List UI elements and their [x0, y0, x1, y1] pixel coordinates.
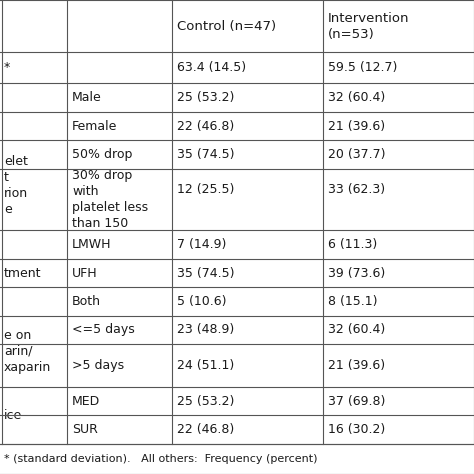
Text: elet
t
rion
e: elet t rion e: [4, 155, 28, 216]
Text: 12 (25.5): 12 (25.5): [177, 183, 234, 196]
Text: 6 (11.3): 6 (11.3): [328, 238, 377, 251]
Text: LMWH: LMWH: [72, 238, 111, 251]
Text: 5 (10.6): 5 (10.6): [177, 295, 227, 308]
Text: 59.5 (12.7): 59.5 (12.7): [328, 61, 397, 74]
Text: >5 days: >5 days: [72, 359, 124, 372]
Text: ice: ice: [4, 409, 22, 422]
Text: 7 (14.9): 7 (14.9): [177, 238, 227, 251]
Text: 32 (60.4): 32 (60.4): [328, 323, 385, 337]
Text: 37 (69.8): 37 (69.8): [328, 394, 385, 408]
Text: 22 (46.8): 22 (46.8): [177, 119, 234, 133]
Text: Female: Female: [72, 119, 118, 133]
Text: Control (n=47): Control (n=47): [177, 19, 276, 33]
Text: 32 (60.4): 32 (60.4): [328, 91, 385, 104]
Text: 23 (48.9): 23 (48.9): [177, 323, 234, 337]
Text: UFH: UFH: [72, 266, 98, 280]
Text: 35 (74.5): 35 (74.5): [177, 148, 235, 161]
Text: e on
arin/
xaparin: e on arin/ xaparin: [4, 329, 51, 374]
Text: 20 (37.7): 20 (37.7): [328, 148, 385, 161]
Text: tment: tment: [4, 266, 42, 280]
Text: Both: Both: [72, 295, 101, 308]
Text: 22 (46.8): 22 (46.8): [177, 423, 234, 436]
Text: SUR: SUR: [72, 423, 98, 436]
Text: Male: Male: [72, 91, 102, 104]
Text: Intervention
(n=53): Intervention (n=53): [328, 11, 410, 41]
Text: * (standard deviation).   All others:  Frequency (percent): * (standard deviation). All others: Freq…: [4, 454, 318, 464]
Text: 21 (39.6): 21 (39.6): [328, 119, 385, 133]
Text: 8 (15.1): 8 (15.1): [328, 295, 377, 308]
Text: 39 (73.6): 39 (73.6): [328, 266, 385, 280]
Text: 24 (51.1): 24 (51.1): [177, 359, 234, 372]
Text: 50% drop: 50% drop: [72, 148, 132, 161]
Text: 35 (74.5): 35 (74.5): [177, 266, 235, 280]
Text: 33 (62.3): 33 (62.3): [328, 183, 385, 196]
Text: *: *: [4, 61, 10, 74]
Text: 63.4 (14.5): 63.4 (14.5): [177, 61, 246, 74]
Text: 21 (39.6): 21 (39.6): [328, 359, 385, 372]
Text: MED: MED: [72, 394, 100, 408]
Text: 25 (53.2): 25 (53.2): [177, 91, 234, 104]
Text: <=5 days: <=5 days: [72, 323, 135, 337]
Text: 30% drop
with
platelet less
than 150: 30% drop with platelet less than 150: [72, 169, 148, 230]
Text: 25 (53.2): 25 (53.2): [177, 394, 234, 408]
Text: 16 (30.2): 16 (30.2): [328, 423, 385, 436]
